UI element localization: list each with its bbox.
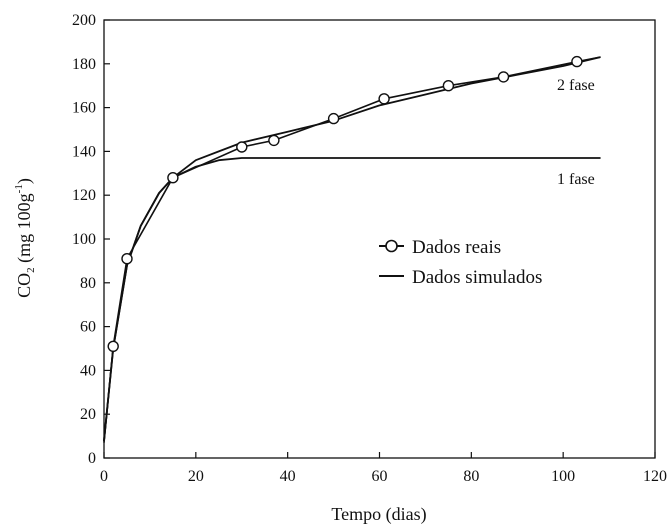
label-layer: 2 fase 1 fase Dados reais Dados simulado… — [13, 77, 595, 525]
real-data-point — [442, 79, 455, 92]
real-data-point — [378, 93, 390, 105]
y-axis-title: CO2 (mg 100g-1) — [13, 178, 37, 298]
y-tick-label: 60 — [80, 319, 96, 336]
y-tick-label: 0 — [88, 450, 96, 467]
real-data-line — [103, 56, 601, 443]
y-tick-label: 200 — [72, 12, 96, 29]
real-data-point — [107, 340, 119, 352]
y-tick-label: 180 — [72, 56, 96, 73]
real-data-point — [167, 171, 179, 184]
y-axis-title-unit: (mg 100g — [14, 193, 35, 267]
y-axis-title-subscript: 2 — [25, 267, 37, 273]
simulated-line-1-fase — [103, 157, 601, 442]
y-axis-title-superscript: -1 — [13, 184, 25, 193]
annotation-2-fase: 2 fase — [557, 77, 595, 94]
x-tick-label: 80 — [463, 468, 479, 485]
legend-label-dados-simulados: Dados simulados — [412, 267, 542, 288]
x-axis-title: Tempo (dias) — [331, 504, 426, 525]
y-tick-label: 160 — [72, 100, 96, 117]
series-layer — [103, 55, 601, 443]
y-tick-label: 120 — [72, 187, 96, 204]
x-tick-label: 0 — [100, 468, 108, 485]
legend-label-dados-reais: Dados reais — [412, 237, 501, 258]
y-tick-label: 100 — [72, 231, 96, 248]
x-tick-label: 40 — [280, 468, 296, 485]
real-data-point — [236, 141, 248, 153]
real-data-point — [268, 134, 280, 147]
y-tick-label: 20 — [80, 406, 96, 423]
legend: Dados reais Dados simulados — [379, 237, 542, 288]
x-tick-label: 20 — [188, 468, 204, 485]
y-axis-title-co: CO — [14, 273, 34, 298]
axes-layer: 0 20 40 60 80 100 120 140 160 180 200 0 20 40 60 80 100 1… — [72, 12, 667, 485]
x-tick-label: 120 — [643, 468, 667, 485]
y-tick-label: 140 — [72, 143, 96, 160]
y-tick-label: 80 — [80, 275, 96, 292]
real-data-point — [571, 55, 583, 68]
real-data-point — [497, 71, 510, 83]
legend-marker-circle — [385, 239, 398, 253]
real-data-point — [327, 112, 340, 125]
y-axis-title-close: ) — [14, 178, 35, 184]
x-tick-label: 100 — [551, 468, 575, 485]
y-tick-label: 40 — [80, 362, 96, 379]
annotation-1-fase: 1 fase — [557, 171, 595, 188]
x-tick-label: 60 — [372, 468, 388, 485]
real-data-point — [121, 253, 133, 265]
simulated-line-2-fase — [103, 56, 601, 442]
